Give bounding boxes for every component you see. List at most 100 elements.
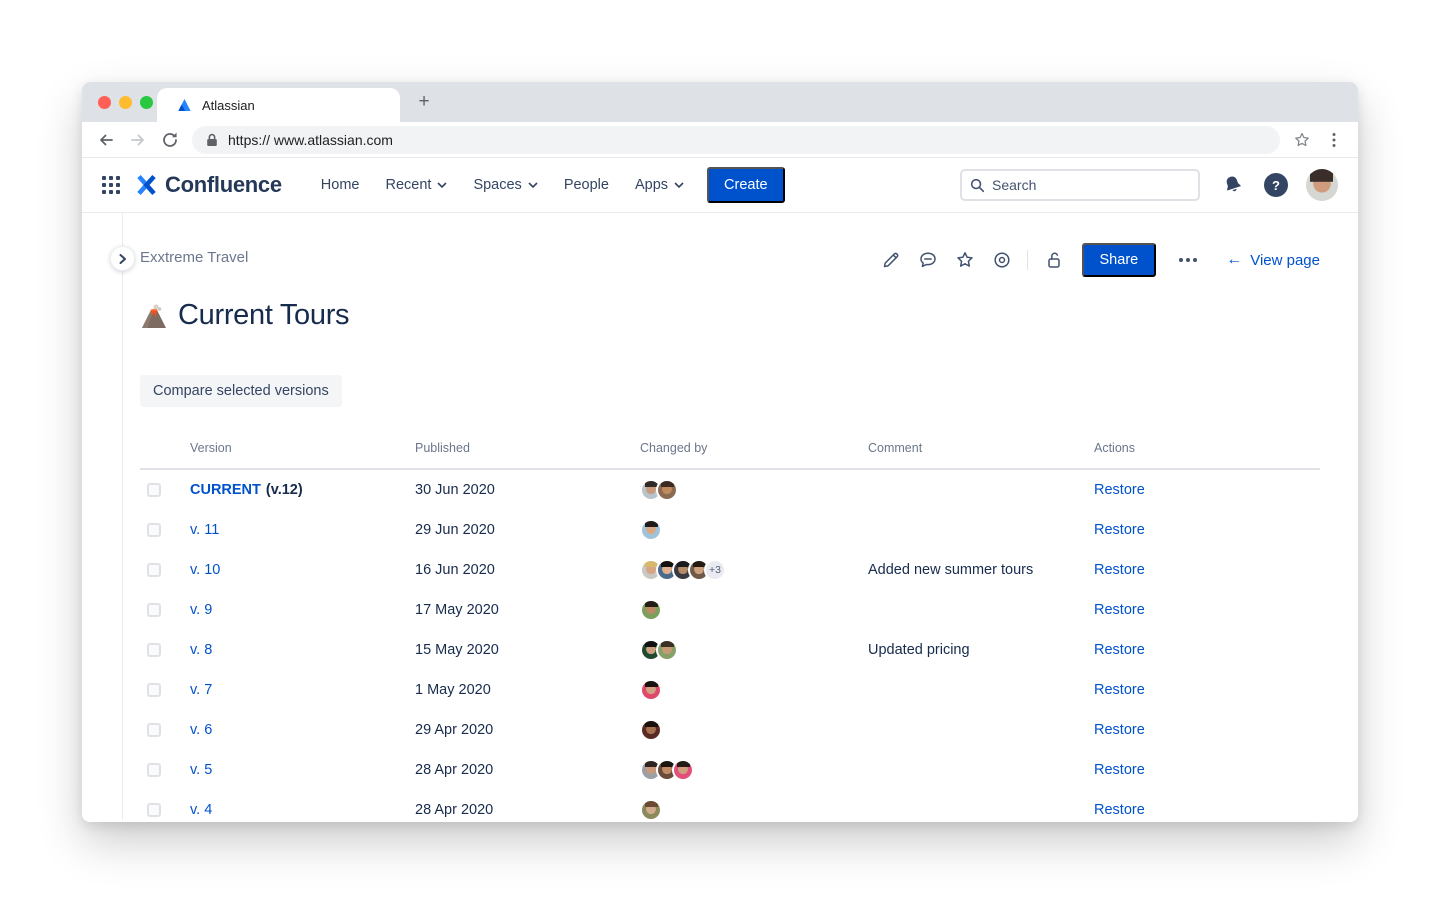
user-avatar[interactable] — [640, 799, 662, 820]
changed-by-avatars — [640, 479, 868, 501]
edit-pencil-icon[interactable] — [877, 246, 905, 274]
breadcrumb[interactable]: Exxtreme Travel — [140, 249, 249, 266]
published-date: 15 May 2020 — [415, 642, 499, 658]
restore-link[interactable]: Restore — [1094, 562, 1145, 578]
restore-link[interactable]: Restore — [1094, 522, 1145, 538]
reload-button[interactable] — [160, 130, 180, 150]
user-avatar[interactable] — [672, 759, 694, 781]
user-avatar[interactable] — [640, 519, 662, 541]
table-row: v. 9 17 May 2020 Restore — [140, 590, 1320, 630]
table-row: v. 6 29 Apr 2020 Restore — [140, 710, 1320, 750]
back-button[interactable] — [96, 130, 116, 150]
published-date: 30 Jun 2020 — [415, 482, 495, 498]
restore-link[interactable]: Restore — [1094, 482, 1145, 498]
version-number: (v.12) — [265, 482, 303, 498]
create-button[interactable]: Create — [707, 167, 785, 203]
version-comment: Added new summer tours — [868, 562, 1034, 578]
version-link[interactable]: v. 9 — [190, 602, 213, 618]
restore-link[interactable]: Restore — [1094, 642, 1145, 658]
nav-people[interactable]: People — [563, 177, 609, 193]
restore-link[interactable]: Restore — [1094, 762, 1145, 778]
zoom-button[interactable] — [140, 96, 153, 109]
restore-link[interactable]: Restore — [1094, 602, 1145, 618]
minimize-button[interactable] — [119, 96, 132, 109]
nav-apps[interactable]: Apps — [622, 169, 697, 201]
more-options-icon[interactable] — [1171, 258, 1205, 262]
version-checkbox[interactable] — [147, 603, 161, 617]
search-input[interactable] — [992, 177, 1162, 193]
version-link[interactable]: v. 7 — [190, 682, 213, 698]
search-icon — [970, 178, 985, 192]
chevron-right-icon — [119, 253, 126, 264]
view-page-link[interactable]: ← View page — [1226, 251, 1320, 269]
table-row: v. 11 29 Jun 2020 Restore — [140, 510, 1320, 550]
user-avatar[interactable] — [656, 479, 678, 501]
close-button[interactable] — [98, 96, 111, 109]
version-link[interactable]: v. 8 — [190, 642, 213, 658]
nav-spaces[interactable]: Spaces — [460, 169, 550, 201]
watch-eye-icon[interactable] — [988, 246, 1016, 274]
browser-tab-bar: Atlassian + — [82, 82, 1358, 122]
user-avatar[interactable] — [640, 599, 662, 621]
version-checkbox[interactable] — [147, 523, 161, 537]
app-switcher-icon[interactable] — [102, 176, 120, 194]
app-header: Confluence Home Recent Spaces People App… — [82, 158, 1358, 213]
version-link[interactable]: v. 4 — [190, 802, 213, 818]
search-box[interactable] — [960, 169, 1200, 201]
user-avatar[interactable] — [656, 639, 678, 661]
table-row: v. 7 1 May 2020 Restore — [140, 670, 1320, 710]
help-icon[interactable]: ? — [1264, 173, 1288, 197]
table-header-row: Version Published Changed by Comment Act… — [140, 441, 1320, 470]
page-title-row: Current Tours — [139, 299, 350, 332]
column-header-version: Version — [190, 441, 232, 455]
version-link[interactable]: CURRENT — [190, 482, 261, 498]
version-checkbox[interactable] — [147, 683, 161, 697]
more-users-badge[interactable]: +3 — [704, 559, 726, 581]
compare-versions-button[interactable]: Compare selected versions — [140, 375, 342, 407]
table-row: v. 4 28 Apr 2020 Restore — [140, 790, 1320, 820]
confluence-mark-icon — [137, 174, 156, 196]
version-checkbox[interactable] — [147, 803, 161, 817]
confluence-logo[interactable]: Confluence — [134, 172, 282, 198]
changed-by-avatars — [640, 719, 868, 741]
nav-recent[interactable]: Recent — [372, 169, 460, 201]
bookmark-star-icon[interactable] — [1292, 130, 1312, 150]
forward-button[interactable] — [128, 130, 148, 150]
comment-icon[interactable] — [914, 246, 942, 274]
published-date: 28 Apr 2020 — [415, 802, 494, 818]
browser-menu-icon[interactable] — [1324, 130, 1344, 150]
user-avatar[interactable] — [640, 679, 662, 701]
https-lock-icon — [207, 133, 217, 146]
version-link[interactable]: v. 5 — [190, 762, 213, 778]
version-checkbox[interactable] — [147, 483, 161, 497]
chevron-down-icon — [674, 182, 684, 188]
share-button[interactable]: Share — [1081, 243, 1157, 277]
published-date: 28 Apr 2020 — [415, 762, 494, 778]
browser-tab[interactable]: Atlassian — [157, 88, 400, 122]
notifications-bell-icon[interactable] — [1222, 174, 1244, 196]
version-checkbox[interactable] — [147, 763, 161, 777]
favourite-star-icon[interactable] — [951, 246, 979, 274]
version-link[interactable]: v. 11 — [190, 522, 220, 538]
address-bar[interactable]: https:// www.atlassian.com — [192, 125, 1280, 154]
restore-link[interactable]: Restore — [1094, 802, 1145, 818]
new-tab-button[interactable]: + — [418, 91, 430, 112]
table-row: v. 10 16 Jun 2020 +3 Added new summer to… — [140, 550, 1320, 590]
version-link[interactable]: v. 6 — [190, 722, 213, 738]
restore-link[interactable]: Restore — [1094, 722, 1145, 738]
version-link[interactable]: v. 10 — [190, 562, 221, 578]
toolbar-divider — [1026, 250, 1028, 270]
nav-home[interactable]: Home — [320, 177, 360, 193]
column-header-actions: Actions — [1094, 441, 1135, 455]
sidebar-divider — [122, 213, 123, 820]
product-name: Confluence — [165, 172, 282, 197]
version-checkbox[interactable] — [147, 563, 161, 577]
atlassian-favicon — [178, 99, 191, 111]
restrictions-unlock-icon[interactable] — [1039, 246, 1067, 274]
version-checkbox[interactable] — [147, 723, 161, 737]
profile-avatar[interactable] — [1306, 169, 1338, 201]
restore-link[interactable]: Restore — [1094, 682, 1145, 698]
user-avatar[interactable] — [640, 719, 662, 741]
expand-sidebar-button[interactable] — [110, 246, 135, 271]
version-checkbox[interactable] — [147, 643, 161, 657]
